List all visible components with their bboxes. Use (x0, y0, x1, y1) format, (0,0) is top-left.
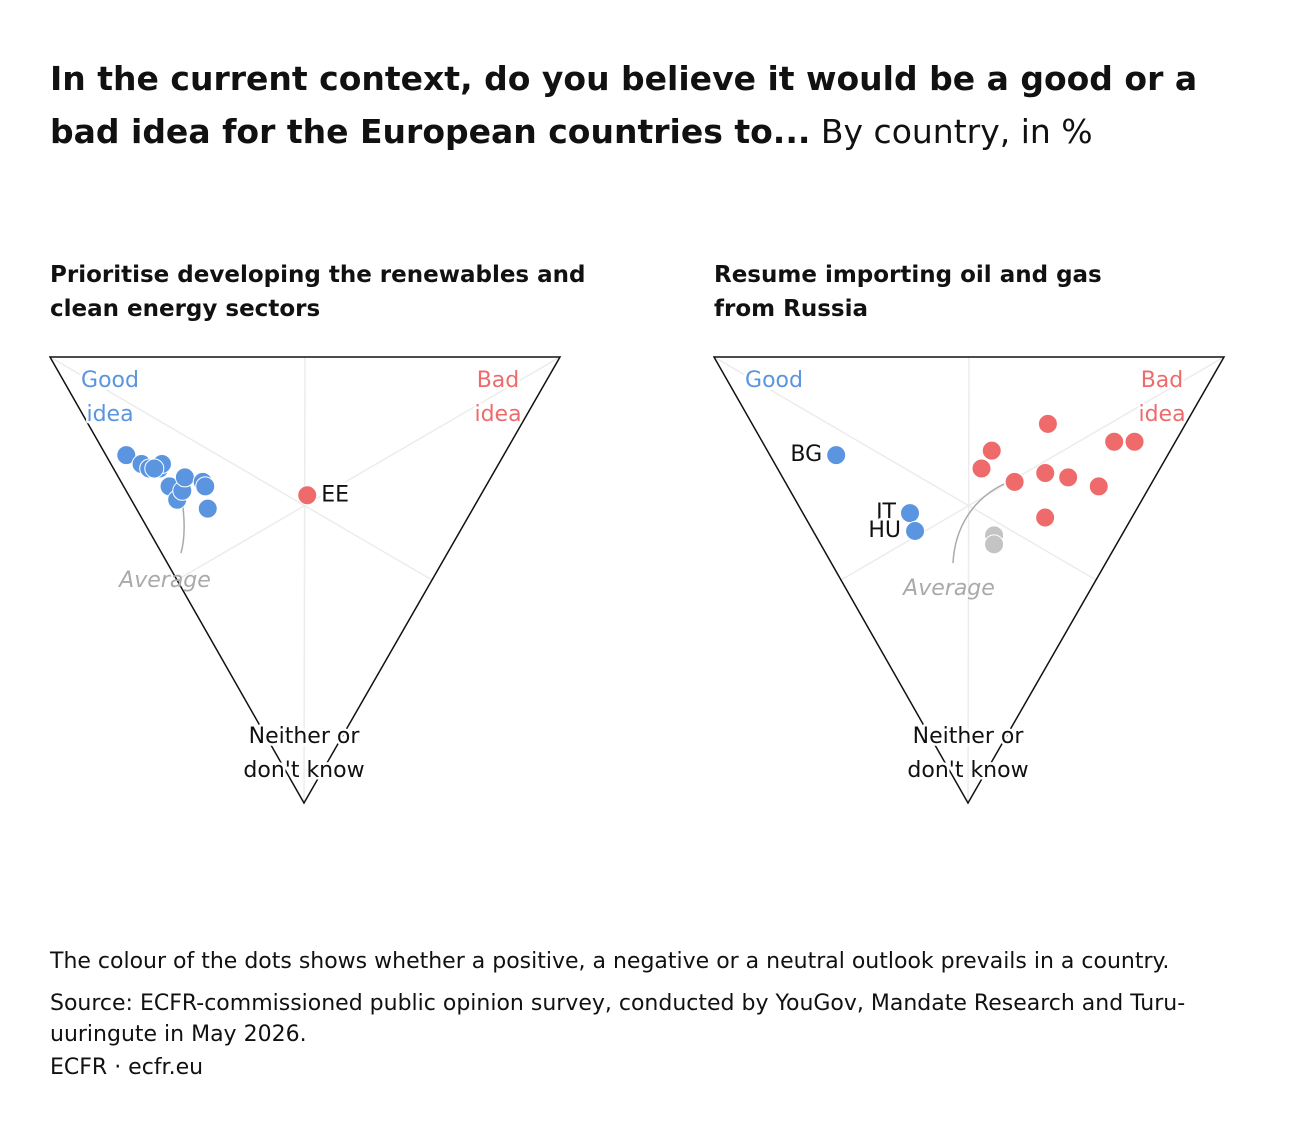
corner-label: idea (86, 402, 133, 427)
annotation: Average (117, 568, 211, 593)
point-label: IT (876, 500, 896, 525)
data-point (197, 498, 218, 519)
annotation: Average (901, 576, 995, 601)
data-point (1035, 462, 1056, 483)
data-point (1104, 431, 1125, 452)
data-point (1037, 413, 1058, 434)
data-point (984, 534, 1005, 555)
median-line (176, 356, 561, 581)
point-label: EE (321, 482, 349, 507)
chart-title: Resume importing oil and gas from Russia (714, 262, 1102, 322)
corner-label: Bad (1141, 368, 1184, 393)
data-point (900, 503, 920, 524)
corner-label: don't know (907, 758, 1028, 783)
subtitle: By country, in % (820, 112, 1093, 151)
data-point (1004, 471, 1025, 492)
data-point (1058, 467, 1079, 488)
data-point (1035, 507, 1056, 528)
median-line (713, 356, 1097, 581)
corner-label: Good (745, 368, 803, 393)
corner-label: idea (1138, 402, 1185, 427)
source: Source: ECFR-commissioned public opinion… (50, 991, 1186, 1047)
corner-label: Neither or (913, 724, 1025, 749)
triangle (48, 356, 562, 805)
annotation-arrow (952, 483, 1005, 564)
corner-label: Good (81, 368, 139, 393)
corner-label: Bad (477, 368, 520, 393)
data-point (981, 440, 1002, 461)
data-point (174, 467, 195, 488)
data-point (971, 458, 992, 479)
data-point (905, 520, 926, 541)
corner-label: don't know (243, 758, 364, 783)
triangle (712, 356, 1226, 805)
credit: ECFR · ecfr.eu (50, 1055, 204, 1080)
data-point (116, 445, 137, 466)
data-point (144, 458, 165, 479)
median-line (967, 356, 970, 804)
corner-label: idea (474, 402, 521, 427)
corner-label: Neither or (249, 724, 361, 749)
title: In the current context, do you believe i… (50, 59, 1198, 151)
data-point (1124, 431, 1145, 452)
title-block: In the current context, do you believe i… (50, 52, 1230, 158)
median-line (303, 356, 306, 804)
chart-title: Prioritise developing the renewables and… (50, 262, 586, 322)
point-label: HU (868, 518, 901, 543)
data-point (195, 476, 216, 497)
note: The colour of the dots shows whether a p… (50, 949, 1170, 974)
data-point (826, 445, 847, 466)
data-point (1088, 476, 1109, 497)
median-line (49, 356, 433, 581)
median-line (840, 356, 1225, 581)
point-label: BG (790, 442, 822, 467)
data-point (297, 485, 318, 506)
